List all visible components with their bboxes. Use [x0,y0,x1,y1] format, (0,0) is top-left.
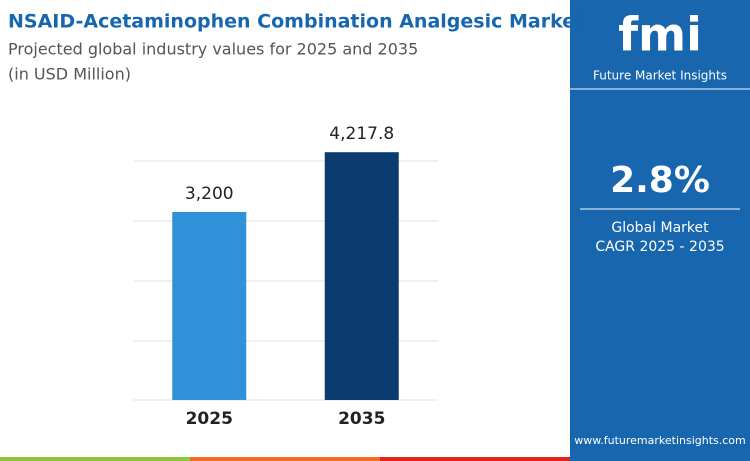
cagr-label: CAGR 2025 - 2035 [595,239,724,255]
strip [0,457,190,461]
website: www.futuremarketinsights.com [574,434,746,447]
title: NSAID-Acetaminophen Combination Analgesi… [8,11,584,33]
bar [172,212,247,400]
strip [570,457,750,461]
strip [380,457,570,461]
subtitle: Projected global industry values for 202… [8,40,418,59]
unit-note: (in USD Million) [8,65,131,84]
value-label: 4,217.8 [329,124,394,144]
logo: fmi [618,8,702,62]
x-tick-label: 2035 [338,409,385,429]
bar [324,152,399,400]
x-tick-label: 2025 [186,409,233,429]
bottom-strip [0,457,750,461]
strip [190,457,380,461]
cagr-label: Global Market [611,220,709,236]
value-label: 3,200 [185,184,234,204]
side-panel [570,0,750,461]
cagr-value: 2.8% [610,160,710,201]
brand: Future Market Insights [593,69,727,83]
